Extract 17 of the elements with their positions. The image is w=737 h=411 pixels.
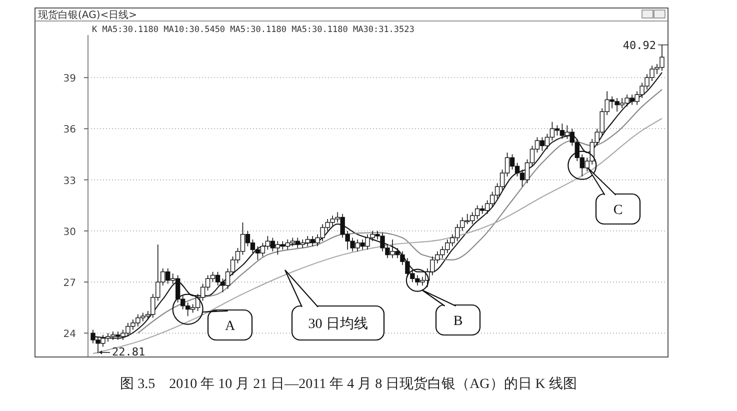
annotation: C (613, 203, 623, 218)
y-tick-label: 24 (63, 329, 76, 340)
annotation: A (224, 319, 236, 334)
chart-subtitle: K MA5:30.1180 MA10:30.5450 MA5:30.1180 MA5:30.1180 MA30:31.3523 (92, 25, 414, 35)
y-tick-label: 30 (63, 226, 76, 238)
annotation: B (453, 314, 463, 329)
y-tick-label: 27 (63, 278, 76, 290)
y-tick-label: 39 (63, 74, 76, 85)
annotation: 40.92 (622, 38, 656, 52)
annotation: 30 日均线 (308, 316, 368, 332)
line-series (137, 88, 663, 334)
line-series (92, 118, 663, 354)
y-tick-label: 33 (63, 176, 76, 187)
chart-title: 现货白银(AG)<日线> (38, 9, 137, 21)
caption: 图 3.5 2010 年 10 月 21 日—2011 年 4 月 8 日现货白银（AG）的日 K 线图 (120, 376, 577, 392)
annotation: 22.81 (112, 345, 146, 358)
y-tick-label: 36 (63, 124, 76, 136)
